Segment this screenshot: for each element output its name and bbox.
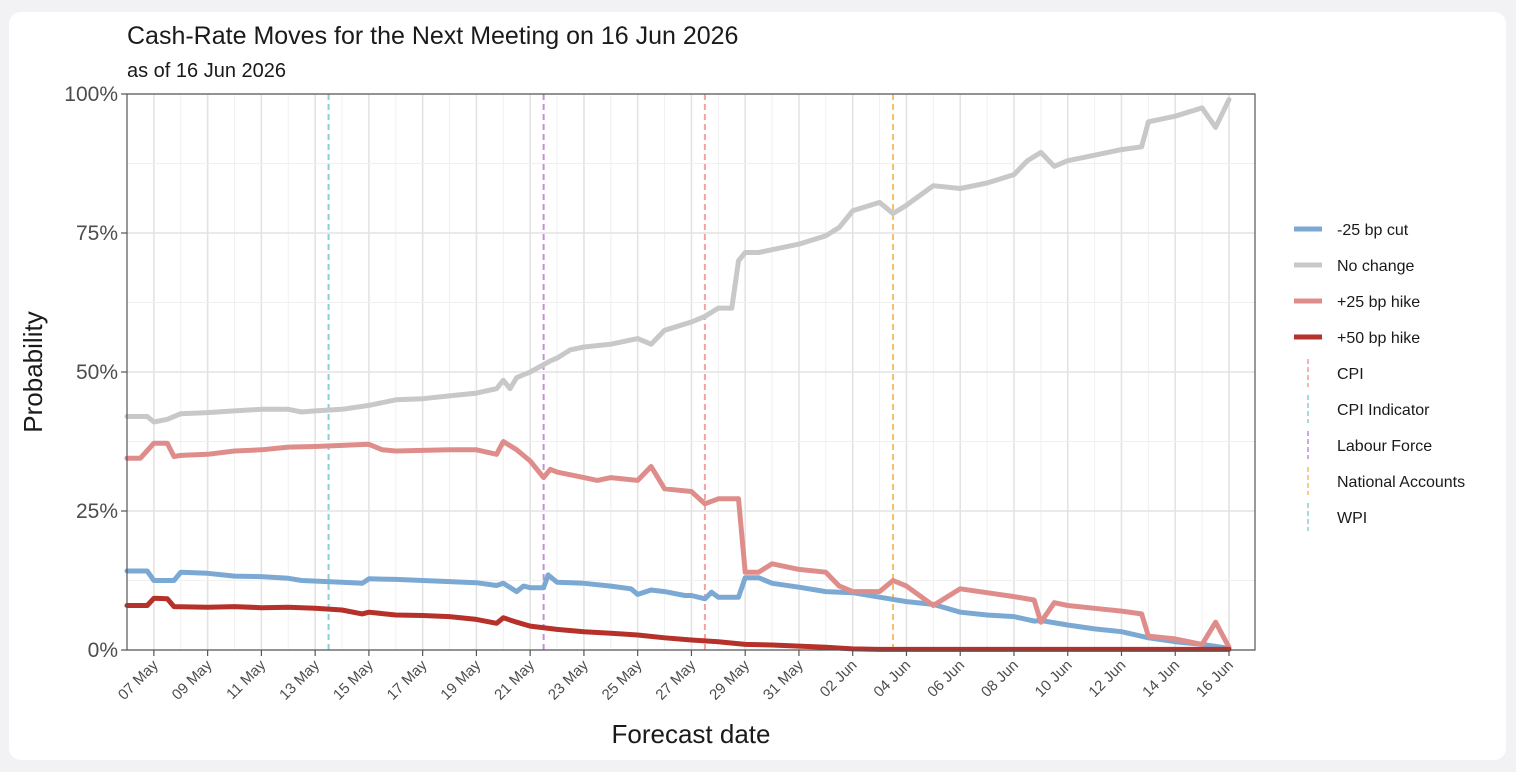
y-tick-label: 100%: [64, 83, 118, 106]
x-tick-label: 23 May: [545, 656, 592, 703]
x-tick-label: 11 May: [223, 656, 269, 702]
series-line: [124, 439, 1232, 650]
x-tick-label: 09 May: [169, 656, 216, 703]
x-tick-label: 10 Jun: [1032, 657, 1076, 701]
x-tick-label: 21 May: [491, 656, 538, 703]
legend-item: -25 bp cut: [1294, 222, 1409, 239]
x-tick-label: 06 Jun: [924, 657, 968, 701]
legend-item: +25 bp hike: [1294, 294, 1420, 311]
y-tick-label: 25%: [76, 500, 118, 523]
x-tick-label: 25 May: [599, 656, 646, 703]
x-axis-ticks: 07 May 09 May 11 May 13 May 15 May 17 May 19 M…: [115, 650, 1237, 704]
legend-label: National Accounts: [1337, 474, 1465, 491]
legend-label: WPI: [1337, 510, 1367, 527]
legend-item: WPI: [1307, 503, 1367, 531]
x-tick-label: 13 May: [276, 656, 323, 703]
x-tick-label: 12 Jun: [1085, 657, 1129, 701]
x-tick-label: 08 Jun: [978, 657, 1022, 701]
chart-title: Cash-Rate Moves for the Next Meeting on …: [127, 22, 738, 50]
legend-label: CPI: [1337, 366, 1364, 383]
x-tick-label: 04 Jun: [870, 657, 914, 701]
legend-item: National Accounts: [1307, 467, 1465, 495]
legend-label: No change: [1337, 258, 1414, 275]
x-tick-label: 16 Jun: [1193, 657, 1237, 701]
x-tick-label: 07 May: [115, 656, 162, 703]
legend-item: Labour Force: [1307, 431, 1432, 459]
y-tick-label: 0%: [88, 639, 118, 662]
event-markers: [327, 94, 895, 650]
series-line: [124, 97, 1232, 425]
series-line: [124, 568, 1232, 651]
legend-label: +25 bp hike: [1337, 294, 1420, 311]
legend-label: -25 bp cut: [1337, 222, 1409, 239]
legend-item: No change: [1294, 258, 1414, 275]
grid: [126, 93, 1255, 651]
x-axis-title: Forecast date: [612, 719, 771, 749]
y-axis-title: Probability: [18, 311, 48, 432]
legend-item: CPI Indicator: [1307, 395, 1430, 423]
x-tick-label: 02 Jun: [817, 657, 861, 701]
x-tick-label: 31 May: [760, 656, 807, 703]
x-tick-label: 29 May: [706, 656, 753, 703]
legend: -25 bp cut No change +25 bp hike +50 bp hik…: [1294, 222, 1465, 531]
legend-label: Labour Force: [1337, 438, 1432, 455]
chart-subtitle: as of 16 Jun 2026: [127, 60, 286, 82]
legend-label: +50 bp hike: [1337, 330, 1420, 347]
x-tick-label: 15 May: [330, 656, 377, 703]
legend-label: CPI Indicator: [1337, 402, 1430, 419]
x-tick-label: 17 May: [384, 656, 431, 703]
x-tick-label: 19 May: [437, 656, 484, 703]
x-tick-label: 27 May: [652, 656, 699, 703]
y-tick-label: 75%: [76, 222, 118, 245]
y-tick-label: 50%: [76, 361, 118, 384]
y-axis-ticks: 0% 25% 50% 75% 100%: [64, 83, 127, 662]
x-tick-label: 14 Jun: [1139, 657, 1183, 701]
series-lines: [124, 97, 1232, 652]
series-line: [124, 595, 1232, 652]
legend-item: CPI: [1307, 359, 1364, 387]
legend-item: +50 bp hike: [1294, 330, 1420, 347]
